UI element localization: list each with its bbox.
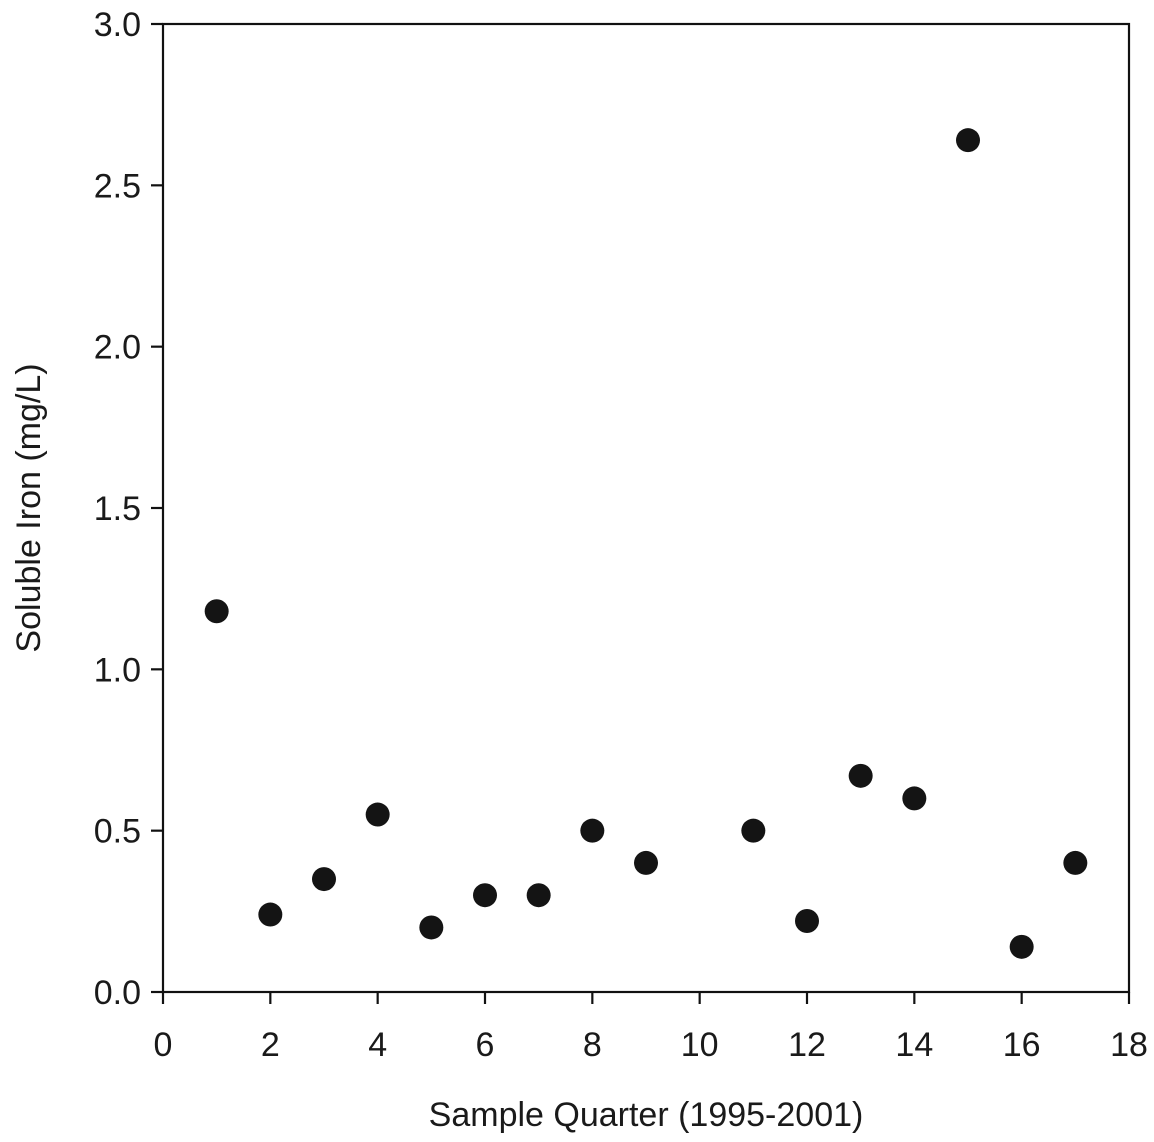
data-point: [795, 909, 819, 934]
data-point: [956, 128, 980, 153]
y-tick-label: 2.0: [94, 329, 141, 367]
data-points: [204, 128, 1088, 959]
x-tick-label: 12: [788, 1026, 826, 1064]
x-tick-label: 8: [583, 1026, 602, 1064]
y-tick-label: 2.5: [94, 167, 141, 205]
data-point: [902, 786, 927, 811]
data-point: [312, 867, 336, 892]
x-axis-title: Sample Quarter (1995-2001): [429, 1096, 864, 1134]
x-tick-label: 4: [368, 1026, 387, 1064]
y-axis-title: Soluble Iron (mg/L): [10, 363, 48, 652]
plot-frame: [161, 22, 1131, 994]
x-tick-label: 2: [261, 1026, 280, 1064]
x-axis: 0 2 4 6 8 10 12 14 16 18: [154, 992, 1148, 1064]
data-point: [634, 850, 658, 875]
data-point: [473, 883, 497, 908]
x-tick-label: 0: [154, 1026, 173, 1064]
y-tick-label: 0.5: [94, 813, 141, 851]
y-tick-label: 1.5: [94, 490, 141, 528]
x-tick-label: 16: [1003, 1026, 1041, 1064]
x-tick-label: 18: [1110, 1026, 1148, 1064]
y-tick-label: 0.0: [94, 974, 141, 1012]
x-tick-label: 6: [476, 1026, 495, 1064]
data-point: [365, 802, 390, 827]
data-point: [1009, 934, 1034, 959]
x-tick-label: 14: [895, 1026, 933, 1064]
y-tick-label: 3.0: [94, 6, 141, 44]
data-point: [580, 818, 605, 843]
y-tick-label: 1.0: [94, 651, 141, 689]
x-tick-label: 10: [681, 1026, 719, 1064]
data-point: [741, 818, 766, 843]
y-axis: 0.0 0.5 1.0 1.5 2.0 2.5 3.0: [94, 6, 163, 1012]
data-point: [1063, 850, 1088, 875]
data-point: [848, 763, 873, 788]
data-point: [204, 599, 229, 624]
data-point: [526, 883, 551, 908]
data-point: [419, 915, 444, 940]
data-point: [258, 902, 283, 927]
